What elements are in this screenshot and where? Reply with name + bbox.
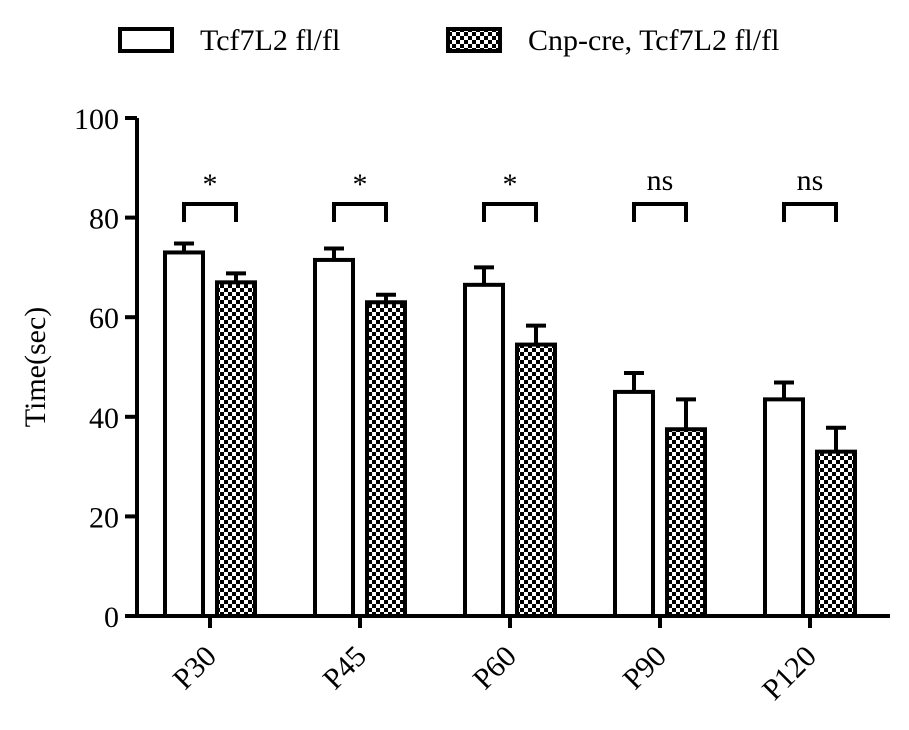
significance-label: ns [647,164,674,197]
significance-label: * [353,168,368,201]
bar [815,449,857,618]
significance-bracket [482,202,538,222]
y-tick-label: 60 [89,302,119,335]
significance-label: ns [797,164,824,197]
x-tick-label: P45 [317,640,373,696]
significance-bracket [332,202,388,222]
x-tick-label: P90 [617,640,673,696]
legend-swatch-checkered [446,27,502,53]
legend-label-series-2: Cnp-cre, Tcf7L2 fl/fl [528,24,779,57]
bars [163,241,857,619]
significance-bracket [782,202,838,222]
y-tick-label: 40 [89,402,119,435]
x-tick-label: P60 [467,640,523,696]
bar [365,300,407,618]
bar [665,427,707,618]
significance-label: * [203,168,218,201]
y-tick-label: 0 [104,601,119,634]
bar [613,389,655,618]
legend-item-series-2: Cnp-cre, Tcf7L2 fl/fl [446,24,779,57]
legend: Tcf7L2 fl/fl Cnp-cre, Tcf7L2 fl/fl [118,24,779,57]
legend-label-series-1: Tcf7L2 fl/fl [200,24,340,57]
y-axis-label: Time(sec) [19,307,52,428]
y-tick-label: 20 [89,501,119,534]
legend-item-series-1: Tcf7L2 fl/fl [118,24,340,57]
bar [163,250,205,619]
y-tick-label: 80 [89,203,119,236]
bar [515,342,557,618]
x-tick-label: P120 [756,640,823,707]
bar [463,282,505,618]
significance-annotations: * * * ns ns [182,164,838,222]
legend-swatch-open [118,27,174,53]
significance-label: * [503,168,518,201]
bar [313,257,355,618]
significance-bracket [182,202,238,222]
bar [763,397,805,618]
y-tick-label: 100 [74,103,119,136]
significance-bracket [632,202,688,222]
x-tick-label: P30 [167,640,223,696]
bar [215,280,257,618]
